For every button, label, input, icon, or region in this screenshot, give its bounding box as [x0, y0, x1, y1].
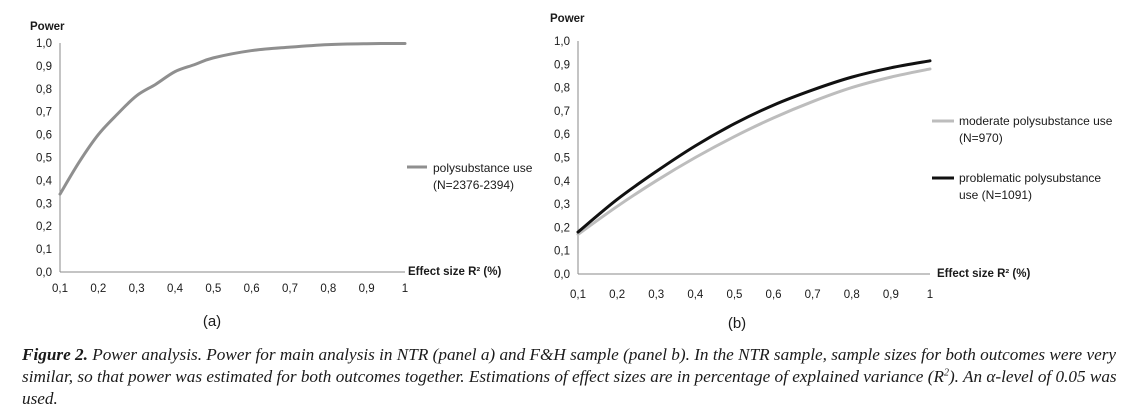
panel-b-y-tick-label: 0,0 [554, 269, 570, 281]
panel-b-x-tick-label: 0,9 [883, 289, 899, 301]
panel-b-y-tick-label: 0,5 [554, 153, 570, 165]
panel-a-x-tick-label: 0,8 [320, 283, 336, 295]
panel-a-y-axis-title: Power [30, 21, 65, 33]
panel-a-y-tick-label: 1,0 [36, 38, 52, 50]
panel-a-y-tick-label: 0,7 [36, 107, 52, 119]
panel-a-y-tick-label: 0,9 [36, 61, 52, 73]
legend-sample-problematic: use (N=1091) [959, 188, 1032, 202]
panel-a-x-axis-title: Effect size R² (%) [408, 266, 501, 278]
caption-text-2: ). An α-level of 0.05 was used. [22, 367, 1117, 408]
panel-b-x-tick-label: 0,5 [726, 289, 742, 301]
legend-sample-moderate: (N=970) [959, 131, 1003, 145]
legend-label-moderate: moderate polysubstance use [959, 114, 1113, 128]
panel-b-label: (b) [728, 315, 746, 332]
panel-b-x-tick-label: 0,7 [805, 289, 821, 301]
panel-b-series-line-1 [576, 67, 932, 236]
panel-b-y-tick-labels: 0,0 0,1 0,2 0,3 0,4 0,5 0,6 0,7 0,8 0,9 1,0 [554, 36, 571, 281]
panel-b-y-axis-title: Power [550, 13, 585, 25]
panel-a-series [58, 41, 407, 196]
panel-b-x-tick-label: 1 [927, 289, 933, 301]
panel-b-chart: Power 0,00,10,20,30,40,50,60,70,80,91,0 … [550, 13, 1113, 332]
panel-a-y-tick-label: 0,1 [36, 244, 52, 256]
panel-a-y-tick-label: 0,3 [36, 198, 52, 210]
panel-b-y-tick-label: 0,9 [554, 59, 570, 71]
caption-text-1: Power analysis. Power for main analysis … [22, 345, 1117, 386]
panel-b-y-tick-label: 0,8 [554, 83, 570, 95]
panel-a-x-tick-label: 0,9 [359, 283, 375, 295]
panel-b-y-tick-label: 1,0 [554, 36, 570, 48]
legend-label-problematic: problematic polysubstance [959, 171, 1101, 185]
panel-a-y-tick-labels: 0,0 0,1 0,2 0,3 0,4 0,5 0,6 0,7 0,8 0,9 1,0 [36, 38, 53, 279]
panel-b-series [576, 59, 932, 236]
panel-a-x-tick-label: 0,6 [244, 283, 260, 295]
panel-b-y-tick-label: 0,3 [554, 199, 570, 211]
panel-a-legend: polysubstance use (N=2376-2394) [407, 161, 533, 192]
panel-b-y-tick-label: 0,1 [554, 246, 570, 258]
panel-b-x-tick-label: 0,2 [609, 289, 625, 301]
figure-caption: Figure 2. Power analysis. Power for main… [22, 344, 1128, 410]
panel-a-y-tick-label: 0,5 [36, 153, 52, 165]
panel-a-y-tick-label: 0,6 [36, 130, 52, 142]
panel-b-y-tick-label: 0,7 [554, 106, 570, 118]
panel-a-series-line-1 [58, 41, 407, 196]
panel-a-x-tick-label: 1 [402, 283, 408, 295]
panel-a-x-tick-labels: 0,1 0,2 0,3 0,4 0,5 0,6 0,7 0,8 0,9 1 [52, 283, 408, 295]
panel-a-y-tick-label: 0,0 [36, 267, 52, 279]
panel-a-x-tick-label: 0,4 [167, 283, 184, 295]
panel-b-legend: moderate polysubstance use (N=970) probl… [932, 114, 1113, 202]
panel-b-x-tick-label: 0,1 [570, 289, 586, 301]
panel-a-legend-label: polysubstance use [433, 161, 533, 175]
panel-b-y-tick-label: 0,6 [554, 129, 570, 141]
panel-a-x-tick-label: 0,7 [282, 283, 298, 295]
panel-b-x-tick-label: 0,6 [766, 289, 782, 301]
caption-superscript: 2 [943, 367, 949, 379]
panel-a-x-tick-label: 0,3 [129, 283, 145, 295]
panel-b-x-tick-label: 0,4 [687, 289, 704, 301]
panel-a-x-tick-label: 0,2 [90, 283, 106, 295]
panel-b-x-tick-label: 0,3 [648, 289, 664, 301]
panel-a-chart: Power 0,00,10,20,30,40,50,60,70,80,91,0 … [30, 21, 533, 330]
panel-b-y-tick-label: 0,2 [554, 222, 570, 234]
panel-a-y-tick-label: 0,8 [36, 84, 52, 96]
panel-b-series-line-2 [576, 59, 932, 234]
panel-a-y-tick-label: 0,2 [36, 221, 52, 233]
panel-a-label: (a) [203, 313, 221, 330]
panel-a-legend-sample: (N=2376-2394) [433, 178, 514, 192]
panel-b-x-tick-labels: 0,1 0,2 0,3 0,4 0,5 0,6 0,7 0,8 0,9 1 [570, 289, 933, 301]
panel-a-y-tick-label: 0,4 [36, 175, 53, 187]
panel-b-y-tick-label: 0,4 [554, 176, 571, 188]
caption-figure-label: Figure 2. [22, 345, 88, 364]
panel-a-x-tick-label: 0,1 [52, 283, 68, 295]
panel-b-x-tick-label: 0,8 [844, 289, 860, 301]
power-analysis-figure: Power 0,00,10,20,30,40,50,60,70,80,91,0 … [30, 13, 1113, 332]
panel-b-x-axis-title: Effect size R² (%) [937, 268, 1030, 280]
panel-a-x-tick-label: 0,5 [205, 283, 221, 295]
